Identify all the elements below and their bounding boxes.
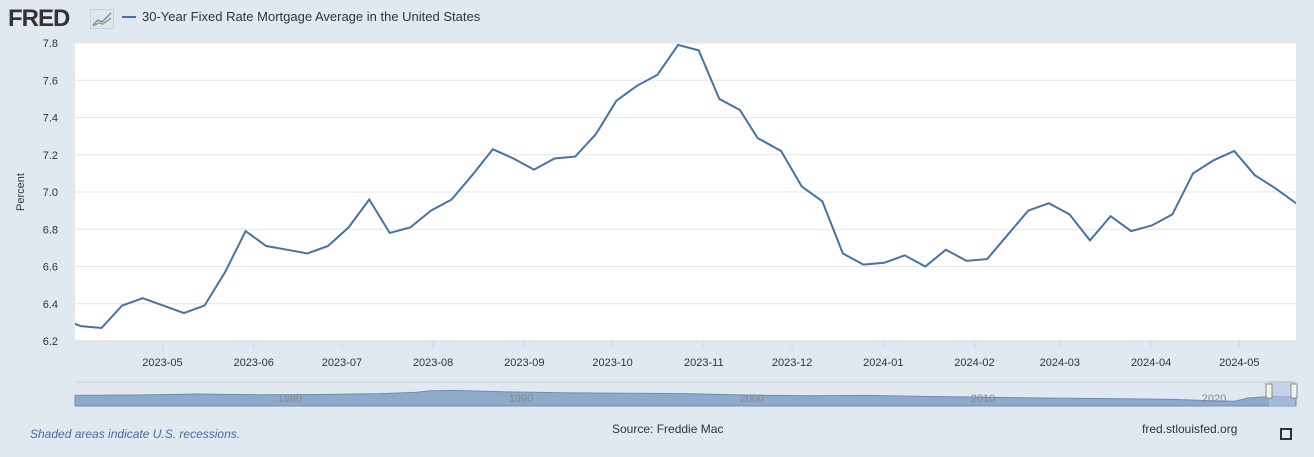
y-tick-label: 7.0 bbox=[43, 187, 58, 199]
recession-note: Shaded areas indicate U.S. recessions. bbox=[30, 427, 241, 441]
fred-chart-icon bbox=[90, 9, 114, 29]
navigator-year-label: 1980 bbox=[278, 393, 302, 405]
x-tick-label: 2023-05 bbox=[142, 357, 182, 369]
fred-logo[interactable]: FRED bbox=[8, 5, 70, 32]
navigator-year-label: 1990 bbox=[509, 393, 533, 405]
series-line bbox=[75, 43, 1296, 330]
x-tick-label: 2023-11 bbox=[684, 357, 724, 369]
navigator-year-label: 2010 bbox=[971, 393, 995, 405]
chart-legend[interactable]: 30-Year Fixed Rate Mortgage Average in t… bbox=[122, 9, 480, 24]
x-tick-label: 2024-03 bbox=[1040, 357, 1080, 369]
navigator-year-label: 2020 bbox=[1202, 393, 1226, 405]
x-tick-label: 2023-10 bbox=[592, 357, 632, 369]
navigator-series bbox=[74, 389, 1297, 407]
navigator-right-handle[interactable] bbox=[1290, 383, 1298, 399]
x-tick-label: 2024-01 bbox=[863, 357, 903, 369]
x-tick-label: 2024-05 bbox=[1219, 357, 1259, 369]
navigator-left-handle[interactable] bbox=[1265, 383, 1273, 399]
legend-line-swatch bbox=[122, 15, 136, 18]
x-tick-label: 2023-08 bbox=[413, 357, 453, 369]
y-tick-label: 6.4 bbox=[43, 299, 58, 311]
x-tick-label: 2024-04 bbox=[1131, 357, 1171, 369]
navigator-year-label: 2000 bbox=[740, 393, 764, 405]
x-tick-label: 2023-12 bbox=[772, 357, 812, 369]
y-tick-label: 7.4 bbox=[43, 113, 58, 125]
x-tick-label: 2023-06 bbox=[233, 357, 273, 369]
y-tick-label: 6.2 bbox=[43, 336, 58, 348]
y-axis-label: Percent bbox=[15, 173, 27, 211]
source-label: Source: Freddie Mac bbox=[612, 422, 724, 436]
y-tick-label: 6.8 bbox=[43, 224, 58, 236]
x-tick-label: 2024-02 bbox=[954, 357, 994, 369]
x-tick-label: 2023-09 bbox=[504, 357, 544, 369]
site-link[interactable]: fred.stlouisfed.org bbox=[1142, 422, 1238, 436]
legend-label: 30-Year Fixed Rate Mortgage Average in t… bbox=[142, 9, 481, 24]
y-tick-label: 7.2 bbox=[43, 150, 58, 162]
y-tick-label: 7.8 bbox=[43, 38, 58, 50]
x-tick-label: 2023-07 bbox=[322, 357, 362, 369]
y-tick-label: 6.6 bbox=[43, 262, 58, 274]
fullscreen-icon[interactable] bbox=[1280, 428, 1292, 440]
navigator[interactable]: 1980 1990 2000 2010 2020 bbox=[74, 381, 1298, 407]
y-tick-label: 7.6 bbox=[43, 75, 58, 87]
